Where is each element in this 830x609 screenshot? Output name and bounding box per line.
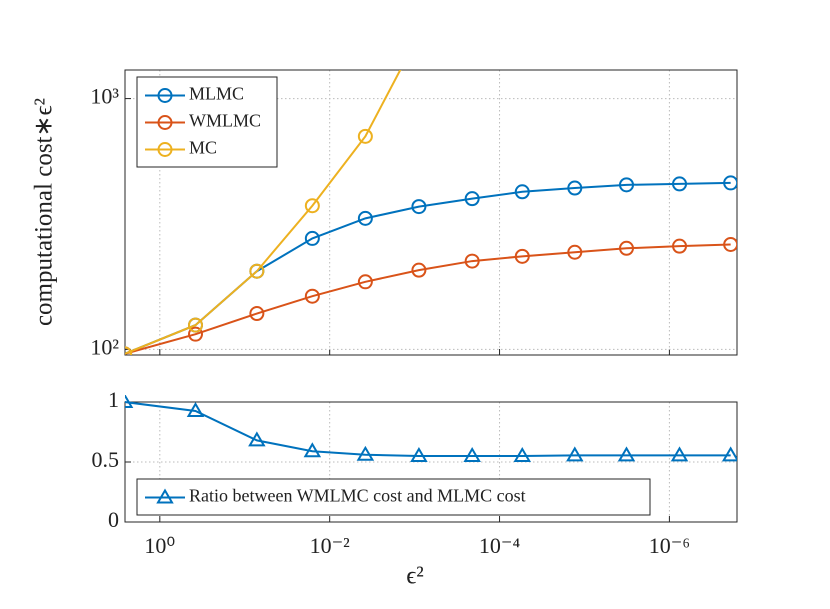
marker — [249, 263, 265, 279]
marker — [514, 184, 530, 200]
x-tick-label: 10⁻² — [310, 533, 351, 558]
y-tick-label: 0 — [108, 507, 119, 532]
plot-area — [125, 395, 737, 462]
legend-label: MLMC — [189, 84, 244, 104]
marker — [567, 244, 583, 260]
marker — [411, 199, 427, 215]
axes-box — [124, 69, 738, 356]
marker — [721, 446, 737, 462]
marker — [304, 198, 320, 214]
marker — [723, 236, 737, 252]
marker — [567, 180, 583, 196]
marker — [411, 262, 427, 278]
x-tick-label: 10⁰ — [144, 533, 175, 558]
marker — [186, 402, 205, 417]
legend-marker — [156, 488, 174, 504]
y-tick-label: 1 — [108, 387, 119, 412]
marker — [723, 175, 737, 191]
marker — [463, 447, 481, 462]
x-tick-label: 10⁻⁴ — [479, 533, 521, 558]
x-tick-label: 10⁻⁶ — [649, 533, 690, 558]
marker — [304, 288, 320, 304]
marker — [672, 176, 688, 192]
marker — [566, 446, 584, 462]
marker — [464, 191, 480, 207]
marker — [514, 248, 530, 264]
marker — [188, 326, 204, 342]
marker — [249, 306, 265, 322]
legend-label: Ratio between WMLMC cost and MLMC cost — [189, 486, 526, 506]
marker — [356, 445, 375, 461]
y-tick-label: 0.5 — [92, 447, 120, 472]
marker — [672, 238, 688, 254]
marker — [188, 317, 204, 333]
marker — [303, 442, 322, 458]
series-line — [125, 70, 402, 355]
marker — [357, 210, 373, 226]
legend-box — [136, 478, 651, 516]
marker — [248, 431, 266, 447]
marker — [619, 240, 635, 256]
marker — [304, 230, 320, 246]
marker — [357, 128, 373, 144]
marker — [617, 446, 636, 462]
y-tick-label: 10² — [90, 334, 119, 359]
marker — [125, 395, 134, 408]
marker — [670, 446, 689, 462]
axes-box — [124, 401, 738, 523]
y-tick-label: 10³ — [90, 84, 119, 109]
legend-marker — [157, 142, 173, 157]
y-axis-label: computational cost∗ϵ² — [31, 98, 58, 326]
legend-marker — [157, 115, 173, 130]
marker — [619, 177, 635, 193]
marker — [357, 274, 373, 290]
legend-label: MC — [189, 138, 217, 158]
legend-label: WMLMC — [189, 111, 261, 131]
x-axis-label: ϵ² — [406, 563, 424, 590]
plot-area — [125, 70, 737, 355]
marker — [513, 447, 532, 462]
marker — [125, 346, 133, 355]
series-line — [125, 401, 731, 457]
marker — [464, 253, 480, 269]
series-line — [125, 243, 731, 355]
marker — [410, 447, 428, 462]
legend-marker — [157, 88, 173, 103]
